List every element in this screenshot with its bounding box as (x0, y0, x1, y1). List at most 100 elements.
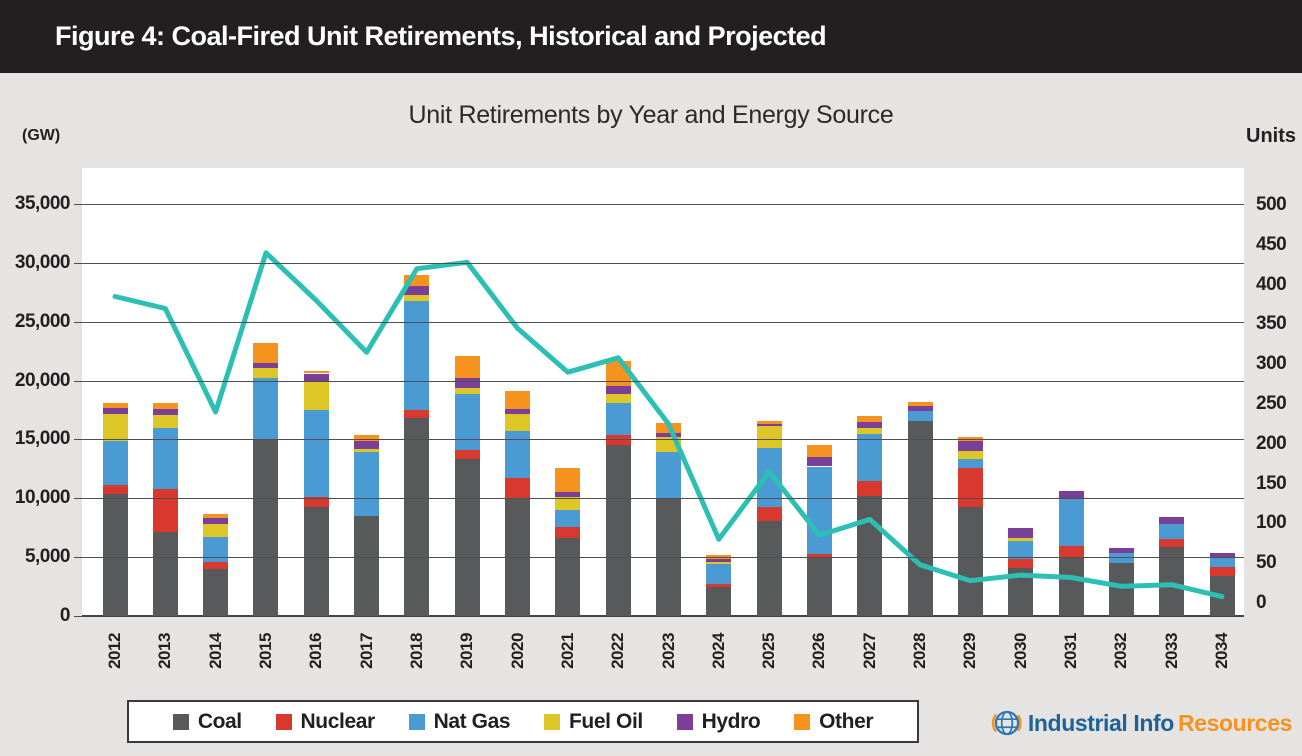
legend-item-nat-gas: Nat Gas (408, 709, 511, 734)
right-axis-tick-label: 300 (1256, 353, 1287, 375)
legend-label: Nuclear (300, 709, 376, 733)
bar-segment-nuclear-2018 (404, 410, 430, 419)
bar-segment-coal-2029 (957, 506, 983, 616)
bar-segment-hydro-2021 (555, 492, 581, 498)
legend-swatch (544, 713, 560, 730)
x-axis-label-2026: 2026 (809, 633, 829, 669)
bar-segment-other-2014 (203, 513, 229, 519)
gridline (82, 380, 1244, 382)
bar-segment-hydro-2015 (253, 362, 279, 368)
gridline (82, 498, 1244, 500)
bar-segment-hydro-2026 (806, 457, 832, 467)
bar-segment-nat-gas-2023 (656, 452, 682, 500)
globe-icon (991, 710, 1022, 736)
right-axis-tick-label: 100 (1256, 512, 1287, 534)
bar-segment-hydro-2033 (1159, 516, 1185, 525)
bar-segment-nuclear-2033 (1159, 539, 1185, 547)
bar-segment-coal-2028 (907, 420, 933, 616)
bar-segment-coal-2034 (1209, 575, 1235, 616)
x-axis-line (82, 615, 1244, 617)
left-axis-tick-mark (74, 321, 82, 323)
legend: Coal Nuclear Nat Gas Fuel Oil Hydro Other (127, 700, 919, 743)
right-axis-tick-label: 50 (1256, 552, 1277, 574)
bar-segment-nat-gas-2015 (253, 378, 279, 440)
bar-segment-hydro-2020 (505, 408, 531, 414)
figure-header-bar: Figure 4: Coal-Fired Unit Retirements, H… (0, 0, 1302, 73)
x-axis-label-2014: 2014 (205, 633, 225, 669)
legend-item-coal: Coal (172, 710, 242, 734)
bar-segment-other-2019 (454, 355, 480, 379)
bar-segment-hydro-2012 (102, 407, 128, 414)
right-axis-tick-label: 150 (1256, 472, 1287, 494)
x-axis-label-2034: 2034 (1212, 633, 1232, 669)
left-axis-tick-label: 15,000 (14, 428, 71, 450)
bar-segment-nuclear-2029 (957, 468, 983, 507)
bar-segment-coal-2013 (152, 532, 178, 616)
right-axis-tick-label: 400 (1256, 273, 1287, 295)
left-axis-tick-label: 25,000 (14, 310, 71, 332)
bar-segment-nat-gas-2017 (354, 452, 380, 516)
left-axis-tick-label: 20,000 (14, 369, 71, 391)
branding-logo: Industrial Info Resources (990, 706, 1292, 740)
bar-segment-coal-2030 (1008, 567, 1034, 616)
bar-segment-hydro-2017 (354, 441, 380, 449)
bar-segment-nat-gas-2018 (404, 300, 430, 410)
bar-segment-coal-2031 (1058, 558, 1084, 616)
bar-segment-nat-gas-2022 (605, 402, 631, 435)
right-axis-tick-label: 250 (1256, 393, 1287, 414)
bar-segment-nat-gas-2020 (505, 431, 531, 479)
bar-segment-other-2013 (152, 402, 178, 409)
bar-segment-nat-gas-2031 (1058, 498, 1084, 546)
left-axis-tick-mark (74, 557, 82, 559)
bar-segment-nuclear-2034 (1209, 567, 1235, 576)
figure-title: Figure 4: Coal-Fired Unit Retirements, H… (55, 21, 827, 51)
bar-segment-coal-2025 (756, 520, 782, 616)
bar-segment-other-2022 (605, 360, 631, 387)
left-axis-unit-label: (GW) (22, 127, 61, 144)
bar-segment-nat-gas-2028 (907, 411, 933, 421)
legend-swatch (172, 713, 189, 730)
legend-swatch (408, 713, 425, 730)
right-axis-tick-label: 200 (1256, 432, 1287, 454)
bar-segment-other-2021 (555, 467, 581, 493)
bar-segment-coal-2022 (605, 445, 631, 616)
left-axis-tick-label: 5,000 (24, 546, 71, 568)
bar-segment-nuclear-2013 (152, 488, 178, 533)
bar-segment-nuclear-2020 (505, 478, 531, 499)
left-axis-tick-label: 35,000 (14, 193, 71, 214)
bar-segment-coal-2019 (454, 459, 480, 616)
bar-segment-hydro-2031 (1058, 490, 1084, 499)
bar-segment-nat-gas-2019 (454, 393, 480, 451)
bar-segment-fuel-oil-2030 (1008, 537, 1034, 542)
bar-segment-nat-gas-2021 (555, 510, 581, 527)
x-axis-label-2033: 2033 (1161, 633, 1181, 669)
x-axis-label-2031: 2031 (1061, 633, 1081, 669)
bar-segment-nat-gas-2013 (152, 427, 178, 489)
bar-segment-fuel-oil-2015 (253, 367, 279, 379)
bar-segment-coal-2014 (203, 568, 229, 616)
bar-segment-fuel-oil-2018 (404, 294, 430, 301)
bar-segment-coal-2026 (806, 557, 832, 616)
legend-item-hydro: Hydro (676, 710, 761, 734)
bar-segment-coal-2032 (1108, 563, 1134, 616)
bar-segment-nuclear-2014 (203, 561, 229, 569)
bar-segment-other-2016 (303, 371, 329, 374)
legend-label: Nat Gas (433, 709, 511, 733)
bar-segment-nat-gas-2034 (1209, 557, 1235, 568)
bar-segment-coal-2021 (555, 538, 581, 616)
left-axis-tick-label: 0 (59, 605, 71, 626)
bar-segment-other-2023 (656, 422, 682, 433)
bar-segment-fuel-oil-2012 (102, 413, 128, 441)
legend-item-other: Other (794, 710, 874, 734)
x-axis-label-2023: 2023 (658, 633, 678, 669)
right-axis-unit-label: Units (1246, 125, 1296, 147)
bar-segment-other-2012 (102, 402, 128, 408)
bar-segment-hydro-2028 (907, 405, 933, 412)
x-axis-label-2016: 2016 (306, 633, 326, 669)
bar-segment-nuclear-2027 (857, 480, 883, 496)
bar-segment-fuel-oil-2024 (706, 562, 732, 565)
legend-item-fuel-oil: Fuel Oil (544, 710, 643, 734)
x-axis-label-2020: 2020 (507, 633, 527, 669)
bar-segment-fuel-oil-2013 (152, 414, 178, 428)
left-axis-tick-label: 30,000 (14, 251, 71, 273)
